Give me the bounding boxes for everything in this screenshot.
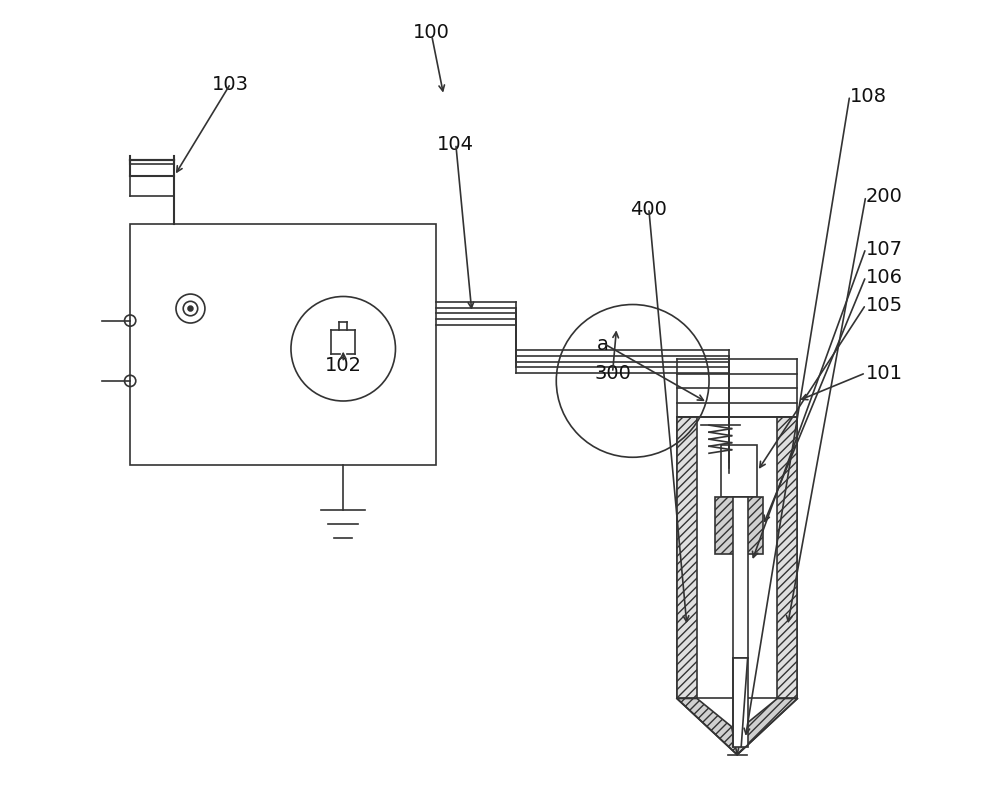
Bar [777, 418, 797, 699]
Text: 106: 106 [866, 267, 903, 287]
Text: 101: 101 [866, 364, 903, 383]
Text: 100: 100 [413, 22, 450, 42]
Bar [130, 225, 436, 466]
Circle shape [188, 307, 193, 312]
Bar [715, 498, 763, 554]
Bar [721, 446, 757, 498]
Text: 103: 103 [212, 75, 249, 94]
Text: 108: 108 [850, 87, 887, 106]
Polygon shape [737, 699, 797, 755]
Text: 200: 200 [866, 187, 903, 206]
Text: 107: 107 [866, 239, 903, 259]
Bar [733, 498, 748, 658]
Bar [677, 418, 697, 699]
Bar [677, 418, 697, 699]
Polygon shape [677, 699, 737, 755]
Text: 105: 105 [866, 296, 903, 315]
Bar [777, 418, 797, 699]
Text: 300: 300 [594, 364, 631, 383]
Text: 104: 104 [437, 135, 474, 154]
Bar [733, 658, 748, 747]
Bar [677, 418, 797, 699]
Text: a: a [597, 334, 609, 353]
Text: 102: 102 [325, 356, 362, 375]
Text: 400: 400 [630, 199, 667, 218]
